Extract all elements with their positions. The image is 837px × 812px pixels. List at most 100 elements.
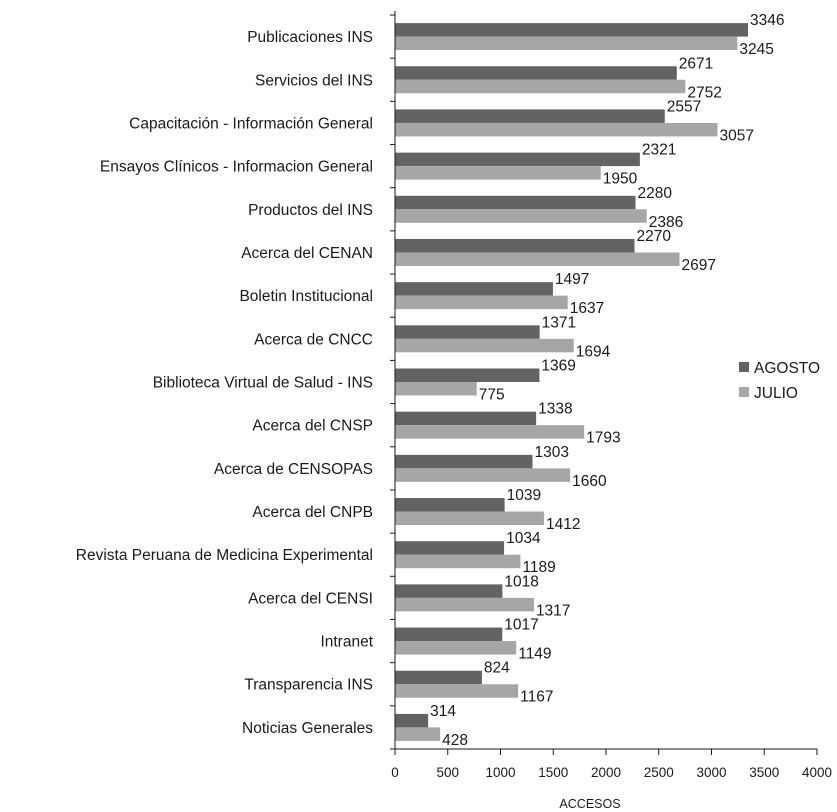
x-axis-title: ACCESOS [559,797,620,811]
data-label-julio: 2386 [649,214,683,231]
bar-julio [395,338,574,353]
legend-swatch-julio [739,387,749,397]
data-label-agosto: 2321 [642,142,676,159]
bar-julio [395,597,534,612]
category-label: Transparencia INS [244,677,373,694]
data-label-agosto: 314 [430,703,456,720]
data-label-julio: 1694 [576,343,611,360]
data-label-agosto: 3346 [750,12,784,29]
data-label-agosto: 2671 [679,55,713,72]
bar-agosto [395,541,505,555]
data-label-agosto: 1303 [534,444,568,461]
legend: AGOSTO JULIO [739,360,820,402]
category-label: Boletin Institucional [239,288,373,305]
data-label-julio: 1793 [586,430,620,447]
data-label-agosto: 2557 [667,98,701,115]
bar-julio [395,252,680,266]
bar-agosto [395,498,505,512]
category-label: Acerca del CNPB [252,504,373,521]
data-label-agosto: 1497 [555,271,589,288]
bar-julio [395,554,521,569]
data-label-julio: 3057 [720,127,754,144]
bar-julio [395,295,568,310]
data-label-julio: 428 [442,732,468,749]
x-tick-label: 0 [391,765,399,780]
category-label: Ensayos Clínicos - Informacion General [100,159,373,176]
bar-julio [395,684,519,698]
data-label-julio: 1189 [522,559,555,576]
bar-agosto [395,23,749,37]
bar-julio [395,641,517,655]
category-labels: Publicaciones INS Servicios del INS Capaci… [76,29,374,737]
bar-julio [395,382,477,396]
bars-layer [395,23,749,741]
category-label: Intranet [320,634,373,651]
data-label-julio: 1317 [536,602,570,619]
bar-agosto [395,411,537,426]
data-label-julio: 775 [479,387,505,404]
data-label-julio: 2752 [687,84,721,101]
bar-agosto [395,325,540,339]
data-label-agosto: 2280 [638,185,673,202]
category-label: Capacitación - Información General [129,115,373,132]
bar-julio [395,511,544,526]
category-label: Biblioteca Virtual de Salud - INS [153,375,373,392]
x-axis-ticks: 0 500 1000 1500 2000 2500 3000 3500 4000 [391,749,832,780]
x-tick-label: 500 [436,765,459,780]
x-tick-label: 2500 [644,765,674,780]
data-label-agosto: 1034 [506,530,541,547]
data-label-julio: 1660 [572,473,607,490]
bar-julio [395,122,718,137]
legend-swatch-agosto [739,362,749,372]
category-label: Publicaciones INS [247,29,373,46]
category-label: Acerca de CENSOPAS [214,461,373,478]
bar-agosto [395,670,482,685]
data-label-agosto: 1371 [542,314,576,331]
legend-label-agosto: AGOSTO [754,360,820,377]
category-label: Noticias Generales [242,720,373,737]
data-label-julio: 3245 [739,41,773,58]
data-label-julio: 1637 [570,300,604,317]
category-label: Productos del INS [248,202,373,219]
data-label-julio: 1950 [603,171,638,188]
bar-agosto [395,584,503,598]
bar-julio [395,209,647,223]
category-label: Acerca del CENSI [248,590,373,607]
legend-label-julio: JULIO [754,385,798,402]
bar-agosto [395,368,540,382]
data-label-agosto: 1017 [504,617,538,634]
bar-agosto [395,282,553,296]
category-label: Acerca del CENAN [241,245,373,262]
bar-julio [395,425,585,439]
bar-agosto [395,195,636,210]
x-tick-label: 1500 [538,765,568,780]
category-label: Servicios del INS [255,72,373,89]
bar-agosto [395,66,677,80]
data-label-agosto: 1039 [507,487,541,504]
data-label-julio: 1412 [546,516,580,533]
x-tick-label: 3000 [696,765,726,780]
bar-julio [395,36,738,51]
data-label-agosto: 2270 [636,228,671,245]
bar-julio [395,468,571,482]
bar-agosto [395,454,533,469]
data-label-agosto: 824 [484,660,510,677]
bar-julio [395,166,601,180]
data-label-julio: 2697 [682,257,716,274]
category-label: Acerca de CNCC [254,331,373,348]
x-tick-label: 2000 [591,765,621,780]
data-label-agosto: 1018 [504,573,538,590]
bar-julio [395,79,686,94]
bar-agosto [395,238,635,253]
bar-agosto [395,713,429,728]
bar-agosto [395,627,503,642]
data-label-agosto: 1338 [538,401,572,418]
data-label-agosto: 1369 [541,358,575,375]
bar-agosto [395,152,640,167]
category-label: Revista Peruana de Medicina Experimental [76,547,373,564]
data-label-julio: 1167 [520,689,553,706]
category-label: Acerca del CNSP [252,418,373,435]
x-tick-label: 3500 [749,765,779,780]
